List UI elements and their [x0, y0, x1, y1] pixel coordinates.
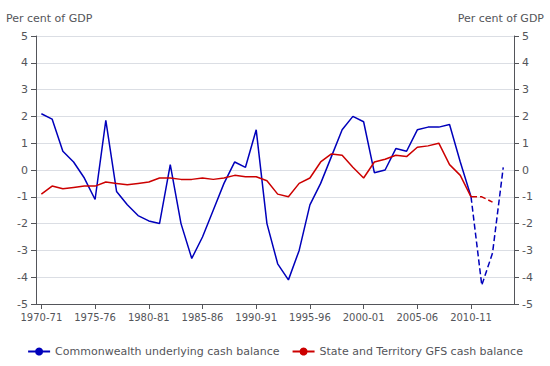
svg-text:-3: -3	[17, 244, 28, 257]
svg-text:-4: -4	[522, 271, 533, 284]
svg-text:-4: -4	[17, 271, 28, 284]
svg-text:2: 2	[21, 110, 28, 123]
svg-text:0: 0	[522, 164, 529, 177]
svg-text:Per cent of GDP: Per cent of GDP	[6, 12, 93, 25]
svg-text:-2: -2	[522, 217, 533, 230]
svg-text:4: 4	[522, 56, 529, 69]
svg-text:1990-91: 1990-91	[235, 312, 277, 323]
svg-text:1: 1	[21, 137, 28, 150]
svg-text:-3: -3	[522, 244, 533, 257]
svg-text:1995-96: 1995-96	[289, 312, 331, 323]
svg-text:5: 5	[21, 30, 28, 43]
svg-text:3: 3	[522, 83, 529, 96]
svg-text:State and Territory GFS cash b: State and Territory GFS cash balance	[320, 345, 524, 358]
svg-text:5: 5	[522, 30, 529, 43]
svg-text:2005-06: 2005-06	[396, 312, 438, 323]
svg-text:1970-71: 1970-71	[20, 312, 62, 323]
svg-text:2010-11: 2010-11	[450, 312, 492, 323]
svg-text:3: 3	[21, 83, 28, 96]
svg-text:4: 4	[21, 56, 28, 69]
svg-text:-5: -5	[522, 298, 533, 311]
svg-text:Per cent of GDP: Per cent of GDP	[458, 12, 545, 25]
svg-text:1: 1	[522, 137, 529, 150]
svg-text:-2: -2	[17, 217, 28, 230]
svg-text:-1: -1	[17, 190, 28, 203]
svg-text:-5: -5	[17, 298, 28, 311]
svg-text:2000-01: 2000-01	[343, 312, 385, 323]
svg-text:1975-76: 1975-76	[74, 312, 116, 323]
svg-text:-1: -1	[522, 190, 533, 203]
svg-text:Commonwealth underlying cash b: Commonwealth underlying cash balance	[55, 345, 280, 358]
svg-text:0: 0	[21, 164, 28, 177]
svg-text:1985-86: 1985-86	[182, 312, 224, 323]
svg-text:1980-81: 1980-81	[128, 312, 170, 323]
svg-text:2: 2	[522, 110, 529, 123]
